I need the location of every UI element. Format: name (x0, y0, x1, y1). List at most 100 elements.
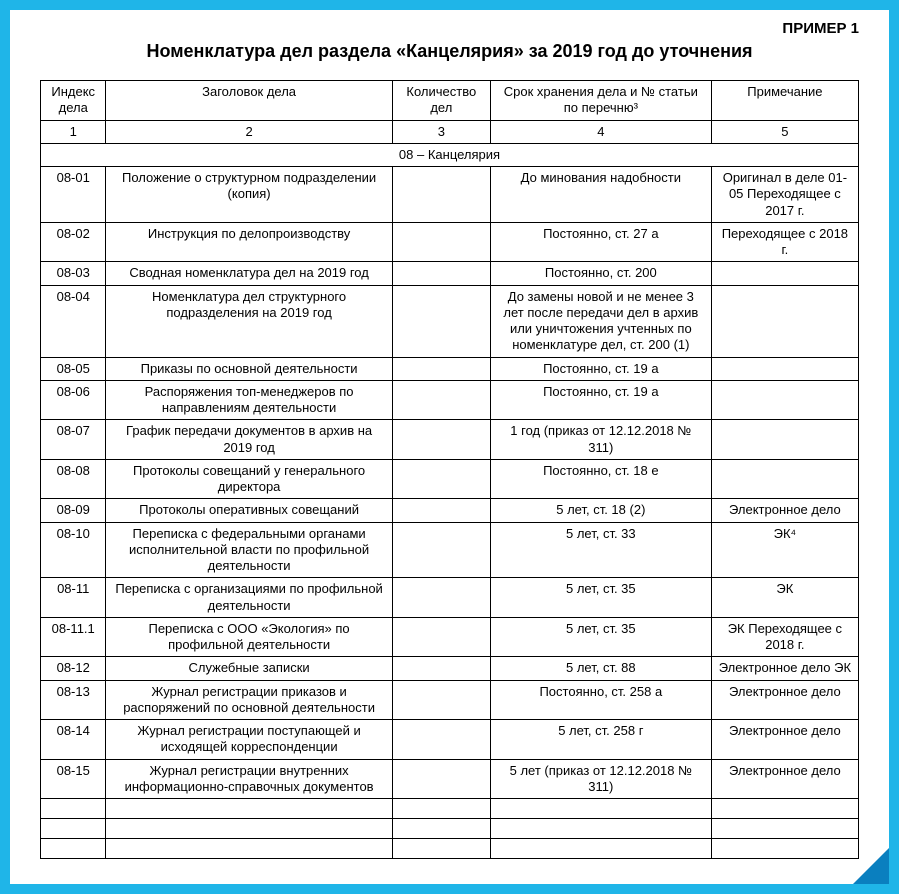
cell-note: Электронное дело (711, 499, 858, 522)
empty-cell (711, 799, 858, 819)
cell-index: 08-04 (41, 285, 106, 357)
table-row: 08-11.1Переписка с ООО «Экология» по про… (41, 617, 859, 657)
table-row: 08-08Протоколы совещаний у генерального … (41, 459, 859, 499)
cell-storage: Постоянно, ст. 19 а (490, 357, 711, 380)
table-row: 08-01Положение о структурном подразделен… (41, 167, 859, 223)
cell-qty (392, 222, 490, 262)
cell-storage: 5 лет, ст. 33 (490, 522, 711, 578)
cell-qty (392, 578, 490, 618)
cell-storage: Постоянно, ст. 18 е (490, 459, 711, 499)
cell-qty (392, 380, 490, 420)
cell-note (711, 262, 858, 285)
empty-row (41, 839, 859, 859)
cell-storage: Постоянно, ст. 19 а (490, 380, 711, 420)
cell-note (711, 420, 858, 460)
cell-storage: 5 лет, ст. 258 г (490, 720, 711, 760)
empty-cell (392, 799, 490, 819)
cell-title: Переписка с организациями по профильной … (106, 578, 392, 618)
col-num: 3 (392, 120, 490, 143)
table-row: 08-04Номенклатура дел структурного подра… (41, 285, 859, 357)
cell-storage: До минования надобности (490, 167, 711, 223)
empty-cell (41, 819, 106, 839)
cell-note: Оригинал в деле 01-05 Переходящее с 2017… (711, 167, 858, 223)
cell-index: 08-05 (41, 357, 106, 380)
cell-storage: 5 лет (приказ от 12.12.2018 № 311) (490, 759, 711, 799)
cell-title: Инструкция по делопроизводству (106, 222, 392, 262)
cell-index: 08-10 (41, 522, 106, 578)
cell-qty (392, 657, 490, 680)
cell-index: 08-03 (41, 262, 106, 285)
cell-title: Служебные записки (106, 657, 392, 680)
cell-qty (392, 499, 490, 522)
cell-index: 08-11.1 (41, 617, 106, 657)
cell-note: Электронное дело (711, 680, 858, 720)
cell-qty (392, 617, 490, 657)
cell-title: Протоколы оперативных совещаний (106, 499, 392, 522)
document-title: Номенклатура дел раздела «Канцелярия» за… (40, 41, 859, 62)
cell-storage: 5 лет, ст. 88 (490, 657, 711, 680)
empty-cell (392, 819, 490, 839)
cell-index: 08-08 (41, 459, 106, 499)
cell-index: 08-06 (41, 380, 106, 420)
cell-qty (392, 720, 490, 760)
cell-title: Журнал регистрации приказов и распоряжен… (106, 680, 392, 720)
cell-qty (392, 680, 490, 720)
cell-qty (392, 285, 490, 357)
cell-note: ЭК (711, 578, 858, 618)
cell-note: ЭК Переходящее с 2018 г. (711, 617, 858, 657)
cell-note (711, 380, 858, 420)
col-header: Количество дел (392, 81, 490, 121)
nomenclature-table: Индекс дела Заголовок дела Количество де… (40, 80, 859, 859)
cell-title: Приказы по основной деятельности (106, 357, 392, 380)
cell-title: Переписка с федеральными органами исполн… (106, 522, 392, 578)
table-row: 08-11Переписка с организациями по профил… (41, 578, 859, 618)
cell-index: 08-11 (41, 578, 106, 618)
empty-cell (41, 799, 106, 819)
cell-title: Положение о структурном подразделении (к… (106, 167, 392, 223)
table-row: 08-15Журнал регистрации внутренних инфор… (41, 759, 859, 799)
cell-qty (392, 420, 490, 460)
cell-note: Электронное дело (711, 759, 858, 799)
cell-qty (392, 357, 490, 380)
table-row: 08-13Журнал регистрации приказов и распо… (41, 680, 859, 720)
cell-qty (392, 522, 490, 578)
cell-storage: 5 лет, ст. 35 (490, 617, 711, 657)
table-row: 08-07График передачи документов в архив … (41, 420, 859, 460)
section-label: 08 – Канцелярия (41, 143, 859, 166)
cell-index: 08-01 (41, 167, 106, 223)
empty-cell (41, 839, 106, 859)
col-num: 4 (490, 120, 711, 143)
empty-cell (711, 839, 858, 859)
cell-note: Переходящее с 2018 г. (711, 222, 858, 262)
table-row: 08-03Сводная номенклатура дел на 2019 го… (41, 262, 859, 285)
cell-storage: Постоянно, ст. 200 (490, 262, 711, 285)
header-row: Индекс дела Заголовок дела Количество де… (41, 81, 859, 121)
cell-qty (392, 459, 490, 499)
empty-cell (490, 839, 711, 859)
empty-cell (106, 799, 392, 819)
empty-cell (490, 819, 711, 839)
cell-storage: 1 год (приказ от 12.12.2018 № 311) (490, 420, 711, 460)
cell-title: Переписка с ООО «Экология» по профильной… (106, 617, 392, 657)
cell-title: Номенклатура дел структурного подразделе… (106, 285, 392, 357)
cell-title: График передачи документов в архив на 20… (106, 420, 392, 460)
cell-storage: Постоянно, ст. 258 а (490, 680, 711, 720)
col-header: Заголовок дела (106, 81, 392, 121)
empty-row (41, 799, 859, 819)
cell-storage: Постоянно, ст. 27 а (490, 222, 711, 262)
example-label: ПРИМЕР 1 (40, 20, 859, 37)
cell-qty (392, 167, 490, 223)
table-row: 08-12Служебные записки 5 лет, ст. 88Элект… (41, 657, 859, 680)
col-num: 2 (106, 120, 392, 143)
col-header: Срок хранения дела и № статьи по перечню… (490, 81, 711, 121)
empty-cell (106, 839, 392, 859)
cell-title: Журнал регистрации внутренних информацио… (106, 759, 392, 799)
cell-note: Электронное дело ЭК (711, 657, 858, 680)
col-header: Индекс дела (41, 81, 106, 121)
empty-cell (711, 819, 858, 839)
cell-index: 08-12 (41, 657, 106, 680)
section-row: 08 – Канцелярия (41, 143, 859, 166)
empty-cell (106, 819, 392, 839)
empty-cell (392, 839, 490, 859)
cell-storage: 5 лет, ст. 18 (2) (490, 499, 711, 522)
